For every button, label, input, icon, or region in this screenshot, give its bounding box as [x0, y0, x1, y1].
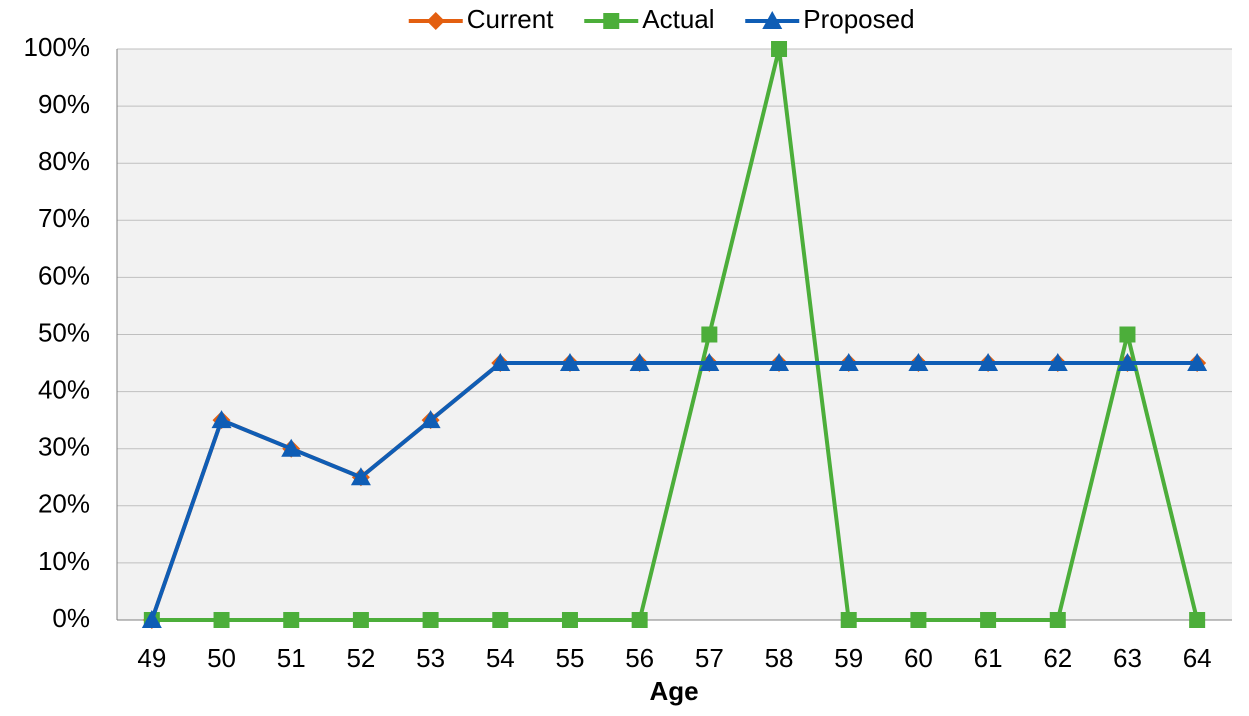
series-line [149, 361, 1198, 621]
marker [352, 612, 369, 628]
y-tick-label: 80% [38, 146, 90, 176]
marker [422, 612, 439, 628]
legend-label: Actual [642, 4, 714, 34]
x-tick-label: 57 [695, 643, 724, 673]
marker [840, 612, 857, 628]
x-tick-label: 60 [904, 643, 933, 673]
marker [490, 353, 511, 372]
marker [426, 12, 445, 30]
x-tick-label: 63 [1113, 643, 1142, 673]
marker [629, 353, 650, 372]
y-tick-label: 60% [38, 260, 90, 290]
marker [699, 353, 720, 372]
marker [910, 612, 927, 628]
x-axis-label: Age [649, 676, 698, 706]
legend-label: Current [467, 4, 554, 34]
marker [213, 612, 230, 628]
legend-label: Proposed [803, 4, 914, 34]
marker [281, 438, 302, 457]
x-tick-label: 55 [556, 643, 585, 673]
x-tick-label: 49 [137, 643, 166, 673]
y-tick-label: 70% [38, 203, 90, 233]
marker [771, 41, 788, 57]
x-tick-label: 54 [486, 643, 515, 673]
marker [1187, 353, 1208, 372]
marker [769, 353, 790, 372]
x-tick-label: 51 [277, 643, 306, 673]
marker [631, 612, 648, 628]
y-tick-label: 100% [24, 32, 91, 62]
marker [492, 612, 509, 628]
y-tick-label: 90% [38, 89, 90, 119]
y-tick-label: 10% [38, 546, 90, 576]
marker [838, 353, 859, 372]
marker [1047, 353, 1068, 372]
marker [603, 13, 620, 29]
marker [701, 326, 718, 343]
series-line [151, 47, 1200, 622]
marker [350, 467, 371, 486]
x-tick-label: 52 [346, 643, 375, 673]
x-tick-label: 53 [416, 643, 445, 673]
y-tick-label: 0% [52, 603, 90, 633]
x-tick-label: 61 [974, 643, 1003, 673]
marker [1119, 326, 1136, 343]
x-tick-label: 59 [834, 643, 863, 673]
y-tick-label: 40% [38, 374, 90, 404]
x-tick-label: 64 [1183, 643, 1212, 673]
marker [1117, 353, 1138, 372]
marker [141, 610, 162, 628]
x-tick-label: 58 [765, 643, 794, 673]
marker [762, 11, 783, 29]
y-tick-label: 20% [38, 489, 90, 519]
marker [559, 353, 580, 372]
y-tick-label: 50% [38, 317, 90, 347]
marker [1189, 612, 1206, 628]
marker [1049, 612, 1066, 628]
marker [978, 353, 999, 372]
marker [211, 410, 232, 429]
marker [283, 612, 300, 628]
marker [420, 410, 441, 429]
marker [908, 353, 929, 372]
marker [980, 612, 997, 628]
x-tick-label: 62 [1043, 643, 1072, 673]
y-tick-label: 30% [38, 432, 90, 462]
x-tick-label: 56 [625, 643, 654, 673]
marker [561, 612, 578, 628]
x-tick-label: 50 [207, 643, 236, 673]
